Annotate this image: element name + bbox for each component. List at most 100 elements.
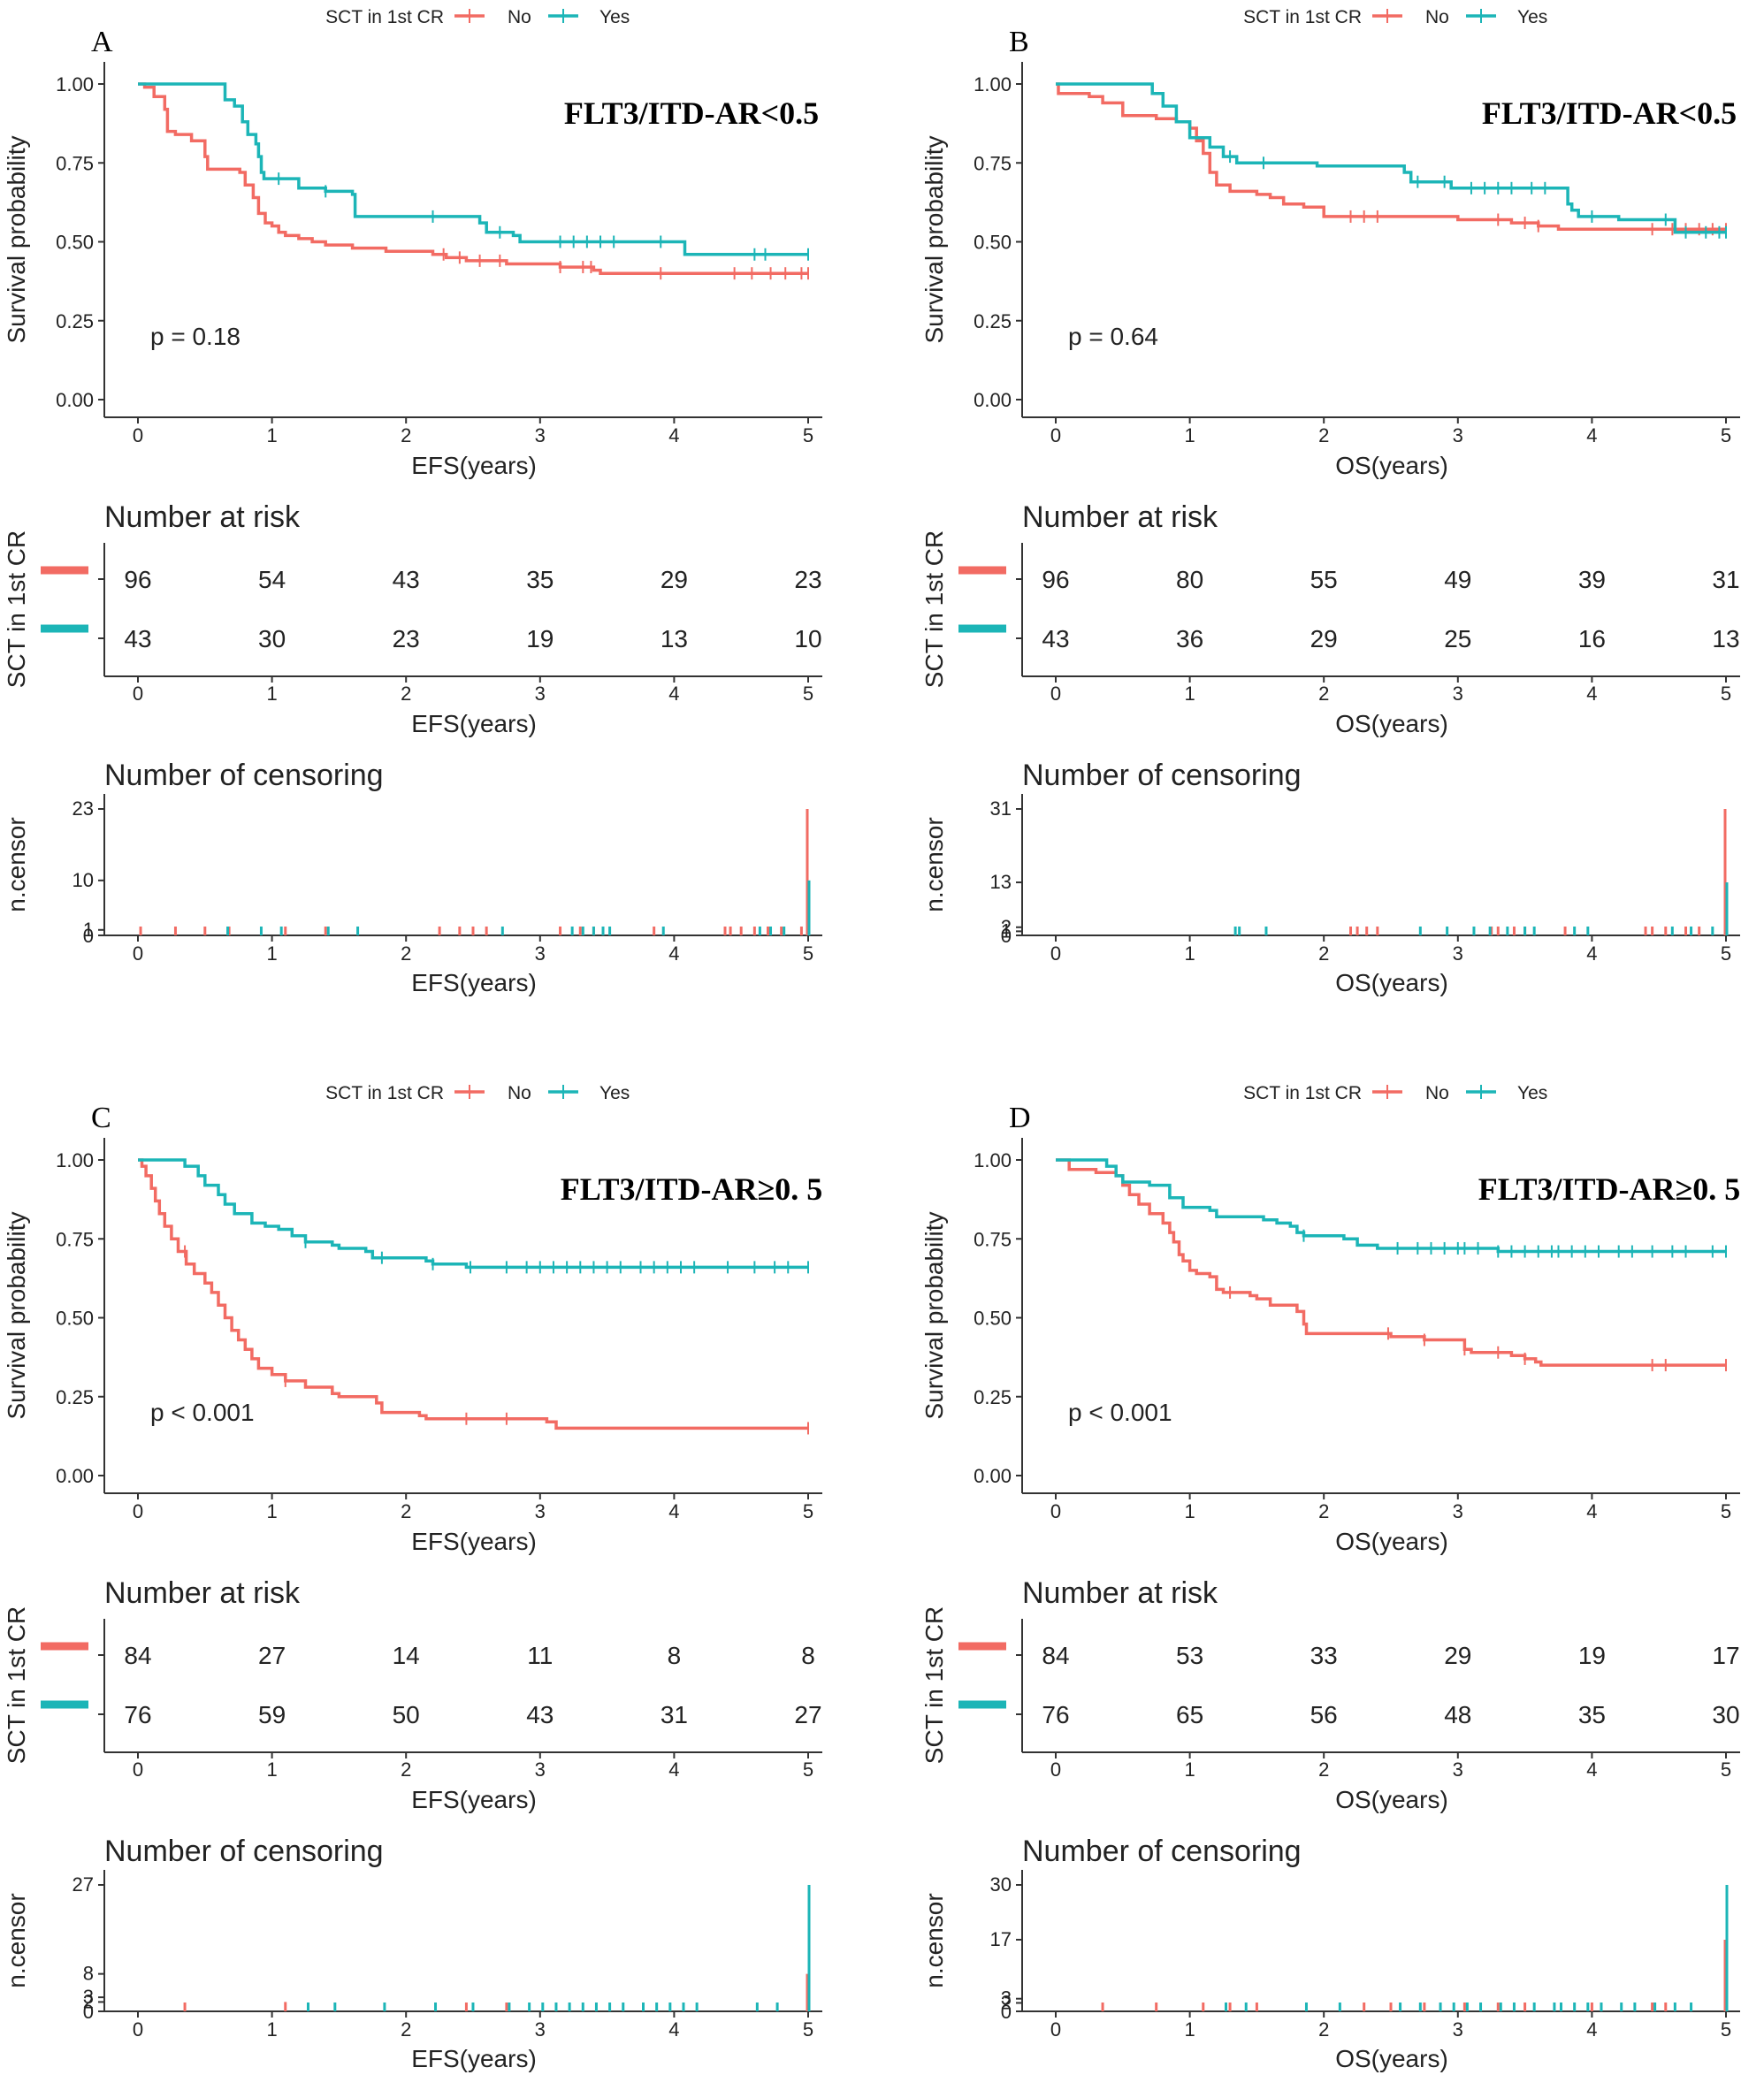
legend-title: SCT in 1st CR xyxy=(1243,7,1362,27)
km-y-tick-label: 0.25 xyxy=(974,310,1012,332)
km-y-tick-label: 1.00 xyxy=(56,73,94,95)
km-x-tick-label: 4 xyxy=(1586,424,1597,446)
risk-count-no: 19 xyxy=(1578,1642,1606,1669)
risk-count-yes: 10 xyxy=(794,625,821,652)
censor-x-axis-label: OS(years) xyxy=(1335,969,1448,996)
risk-count-yes: 59 xyxy=(258,1701,286,1728)
km-x-tick-label: 1 xyxy=(1184,424,1195,446)
risk-x-axis-label: OS(years) xyxy=(1335,1786,1448,1813)
km-x-tick-label: 0 xyxy=(133,1500,143,1522)
risk-count-no: 31 xyxy=(1712,566,1739,593)
risk-x-tick-label: 4 xyxy=(668,683,679,705)
risk-x-tick-label: 1 xyxy=(1184,683,1195,705)
risk-x-axis-label: OS(years) xyxy=(1335,710,1448,737)
risk-count-no: 55 xyxy=(1310,566,1338,593)
risk-x-tick-label: 0 xyxy=(1050,1758,1061,1781)
risk-count-yes: 35 xyxy=(1578,1701,1606,1728)
km-x-tick-label: 5 xyxy=(1721,1500,1731,1522)
risk-count-yes: 43 xyxy=(1042,625,1069,652)
risk-count-yes: 19 xyxy=(526,625,554,652)
legend-no-label: No xyxy=(508,7,531,27)
km-y-tick-label: 0.25 xyxy=(56,310,94,332)
censor-y-tick-label: 23 xyxy=(73,797,94,820)
censor-x-tick-label: 2 xyxy=(1318,2018,1329,2041)
panel-letter: B xyxy=(1009,26,1029,58)
risk-x-tick-label: 3 xyxy=(535,683,546,705)
censor-x-tick-label: 5 xyxy=(803,2018,813,2041)
censor-y-tick-label: 0 xyxy=(83,925,94,947)
km-x-tick-label: 3 xyxy=(1453,424,1463,446)
legend: SCT in 1st CR No Yes xyxy=(325,1083,630,1103)
km-x-tick-label: 1 xyxy=(266,424,277,446)
survival-curve-yes xyxy=(1056,1158,1726,1254)
censor-y-tick-label: 30 xyxy=(990,1873,1012,1896)
censor-y-tick-label: 0 xyxy=(1001,925,1012,947)
risk-count-yes: 30 xyxy=(1712,1701,1739,1728)
censor-x-tick-label: 3 xyxy=(1453,942,1463,965)
censor-x-tick-label: 3 xyxy=(535,2018,546,2041)
censor-x-tick-label: 3 xyxy=(1453,2018,1463,2041)
risk-count-no: 29 xyxy=(1444,1642,1471,1669)
km-y-tick-label: 0.75 xyxy=(56,1228,94,1250)
censor-x-tick-label: 1 xyxy=(266,2018,277,2041)
km-x-tick-label: 4 xyxy=(668,1500,679,1522)
km-y-tick-label: 0.00 xyxy=(56,1465,94,1487)
survival-curve-no xyxy=(1056,82,1726,231)
km-y-tick-label: 1.00 xyxy=(974,1149,1012,1171)
risk-count-no: 80 xyxy=(1176,566,1203,593)
censor-x-tick-label: 4 xyxy=(668,942,679,965)
censor-x-tick-label: 2 xyxy=(1318,942,1329,965)
legend-no-label: No xyxy=(508,1083,531,1103)
survival-curve-no xyxy=(1056,1158,1726,1367)
legend: SCT in 1st CR No Yes xyxy=(325,7,630,27)
risk-count-yes: 23 xyxy=(393,625,420,652)
risk-count-no: 49 xyxy=(1444,566,1471,593)
km-x-tick-label: 4 xyxy=(668,424,679,446)
risk-x-tick-label: 0 xyxy=(133,1758,143,1781)
km-plot: 0.00 0.25 0.50 0.75 1.00 0 1 2 3 4 5 EFS(years) Surv… xyxy=(3,62,822,479)
censor-y-tick-label: 1 xyxy=(1001,919,1012,942)
risk-x-tick-label: 5 xyxy=(1721,683,1731,705)
risk-count-yes: 43 xyxy=(526,1701,554,1728)
legend-no-label: No xyxy=(1425,1083,1449,1103)
legend-yes-label: Yes xyxy=(599,1083,630,1103)
risk-count-no: 84 xyxy=(1042,1642,1069,1669)
km-y-tick-label: 0.25 xyxy=(974,1386,1012,1408)
risk-count-yes: 30 xyxy=(258,625,286,652)
km-x-tick-label: 0 xyxy=(1050,1500,1061,1522)
censor-x-tick-label: 0 xyxy=(1050,942,1061,965)
legend: SCT in 1st CR No Yes xyxy=(1243,1083,1547,1103)
censor-x-tick-label: 5 xyxy=(1721,2018,1731,2041)
risk-table-title: Number at risk xyxy=(104,500,301,534)
censor-y-axis-label: n.censor xyxy=(920,817,948,912)
censor-y-tick-label: 31 xyxy=(990,797,1012,820)
censoring-title: Number of censoring xyxy=(1022,759,1302,792)
censor-y-tick-label: 17 xyxy=(990,1928,1012,1950)
km-y-tick-label: 0.50 xyxy=(974,232,1012,254)
risk-count-no: 53 xyxy=(1176,1642,1203,1669)
risk-count-yes: 43 xyxy=(124,625,151,652)
km-y-tick-label: 0.75 xyxy=(56,152,94,174)
risk-x-tick-label: 4 xyxy=(1586,1758,1597,1781)
survival-curve-no xyxy=(138,1158,808,1430)
risk-count-yes: 27 xyxy=(794,1701,821,1728)
risk-count-no: 8 xyxy=(668,1642,682,1669)
km-x-tick-label: 2 xyxy=(401,424,411,446)
risk-x-axis-label: EFS(years) xyxy=(411,710,537,737)
legend-no-label: No xyxy=(1425,7,1449,27)
censor-x-tick-label: 4 xyxy=(1586,942,1597,965)
p-value: p < 0.001 xyxy=(1068,1399,1172,1426)
km-x-tick-label: 3 xyxy=(1453,1500,1463,1522)
km-y-tick-label: 0.00 xyxy=(974,389,1012,411)
km-x-tick-label: 1 xyxy=(266,1500,277,1522)
risk-count-yes: 16 xyxy=(1578,625,1606,652)
km-panel-title: FLT3/ITD-AR<0.5 xyxy=(564,95,819,131)
censor-y-axis-label: n.censor xyxy=(920,1893,948,1987)
risk-x-tick-label: 1 xyxy=(266,1758,277,1781)
survival-curve-yes xyxy=(1056,82,1726,234)
km-x-tick-label: 5 xyxy=(1721,424,1731,446)
